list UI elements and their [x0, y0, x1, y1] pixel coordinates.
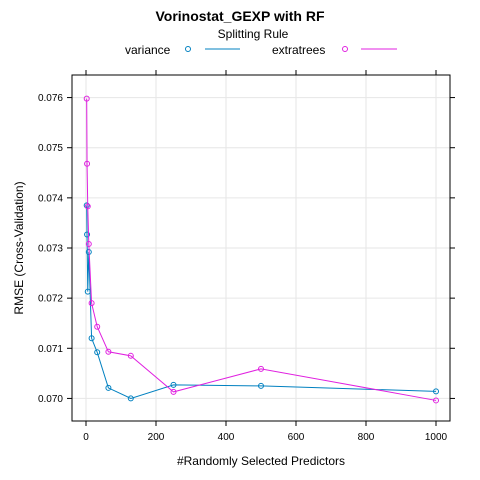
- data-point-variance: [84, 288, 91, 295]
- series-line-variance: [86, 205, 437, 399]
- y-tick-label: 0.074: [38, 193, 63, 204]
- x-tick-label: 800: [358, 432, 375, 443]
- x-tick-label: 200: [148, 432, 165, 443]
- x-tick-label: 600: [288, 432, 305, 443]
- legend-item-extratrees: extratrees: [272, 43, 397, 57]
- data-point-variance: [88, 335, 95, 342]
- data-point-variance: [105, 384, 112, 391]
- legend-item-variance: variance: [125, 43, 240, 57]
- series-line-extratrees: [86, 98, 437, 401]
- data-point-variance: [433, 388, 439, 395]
- data-point-variance: [84, 231, 91, 238]
- grid: [72, 75, 450, 421]
- y-tick-label: 0.073: [38, 244, 63, 255]
- legend-label-extratrees: extratrees: [272, 43, 325, 57]
- x-axis-label: #Randomly Selected Predictors: [177, 454, 345, 468]
- y-axis-label: RMSE (Cross-Validation): [12, 181, 26, 314]
- data-point-extratrees: [94, 323, 101, 330]
- legend-marker-variance: [185, 46, 191, 52]
- x-tick-label: 400: [218, 432, 235, 443]
- x-tick-label: 0: [83, 432, 89, 443]
- series-group: [83, 95, 439, 404]
- y-tick-label: 0.076: [38, 93, 63, 104]
- chart-title: Vorinostat_GEXP with RF: [155, 8, 325, 24]
- data-point-extratrees: [258, 365, 264, 372]
- data-point-variance: [127, 395, 134, 402]
- data-point-variance: [258, 382, 264, 389]
- data-point-extratrees: [105, 348, 112, 355]
- data-point-extratrees: [433, 397, 439, 404]
- legend-marker-extratrees: [342, 46, 348, 52]
- legend-label-variance: variance: [125, 43, 171, 57]
- data-point-extratrees: [170, 388, 177, 395]
- x-tick-label: 1000: [425, 432, 448, 443]
- data-point-extratrees: [88, 300, 95, 307]
- data-point-variance: [83, 202, 90, 209]
- data-point-extratrees: [85, 240, 92, 247]
- y-tick-label: 0.070: [38, 394, 63, 405]
- data-point-extratrees: [84, 160, 91, 167]
- data-point-variance: [94, 349, 101, 356]
- data-point-variance: [170, 381, 177, 388]
- data-point-extratrees: [127, 352, 134, 359]
- y-tick-label: 0.071: [38, 344, 63, 355]
- data-point-extratrees: [84, 203, 91, 210]
- y-tick-label: 0.075: [38, 143, 63, 154]
- legend-title: Splitting Rule: [218, 27, 289, 41]
- data-point-extratrees: [83, 95, 90, 102]
- axes: 0 200 400 600 800 1000 0.070 0.071 0.072 0.073 0.0…: [38, 70, 455, 443]
- y-tick-label: 0.072: [38, 294, 63, 305]
